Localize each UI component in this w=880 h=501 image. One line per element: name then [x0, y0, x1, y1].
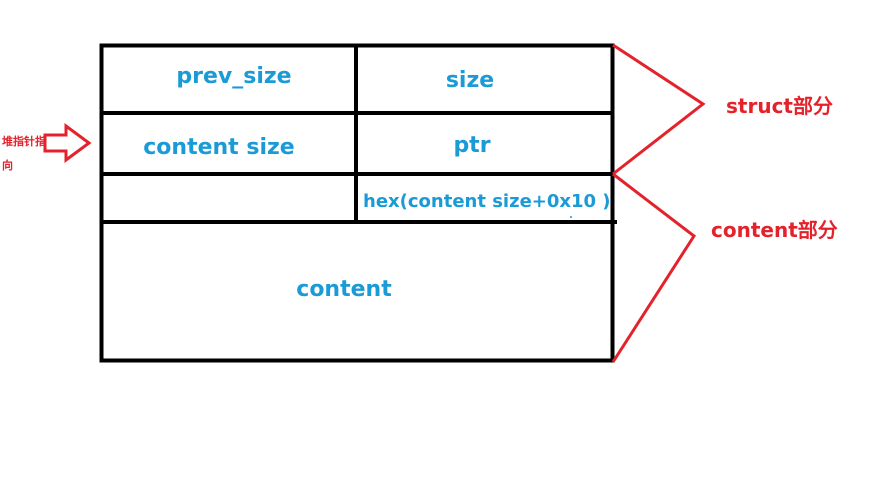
content-brace — [611, 172, 697, 363]
hex-content-size-label: hex(content size+0x10 ) — [363, 191, 611, 212]
struct-brace — [612, 43, 706, 176]
heap-pointer-arrow-icon — [43, 123, 92, 163]
stray-dot — [570, 216, 572, 218]
ptr-label: ptr — [453, 133, 491, 158]
struct-part-label: struct部分 — [726, 94, 833, 118]
heap-pointer-label-line1: 堆指针指 — [2, 135, 46, 148]
prev-size-label: prev_size — [176, 64, 292, 89]
content-size-label: content size — [143, 135, 295, 160]
heap-pointer-label-line2: 向 — [2, 159, 13, 172]
content-part-label: content部分 — [711, 218, 838, 242]
content-label: content — [296, 277, 392, 302]
size-label: size — [445, 68, 495, 93]
